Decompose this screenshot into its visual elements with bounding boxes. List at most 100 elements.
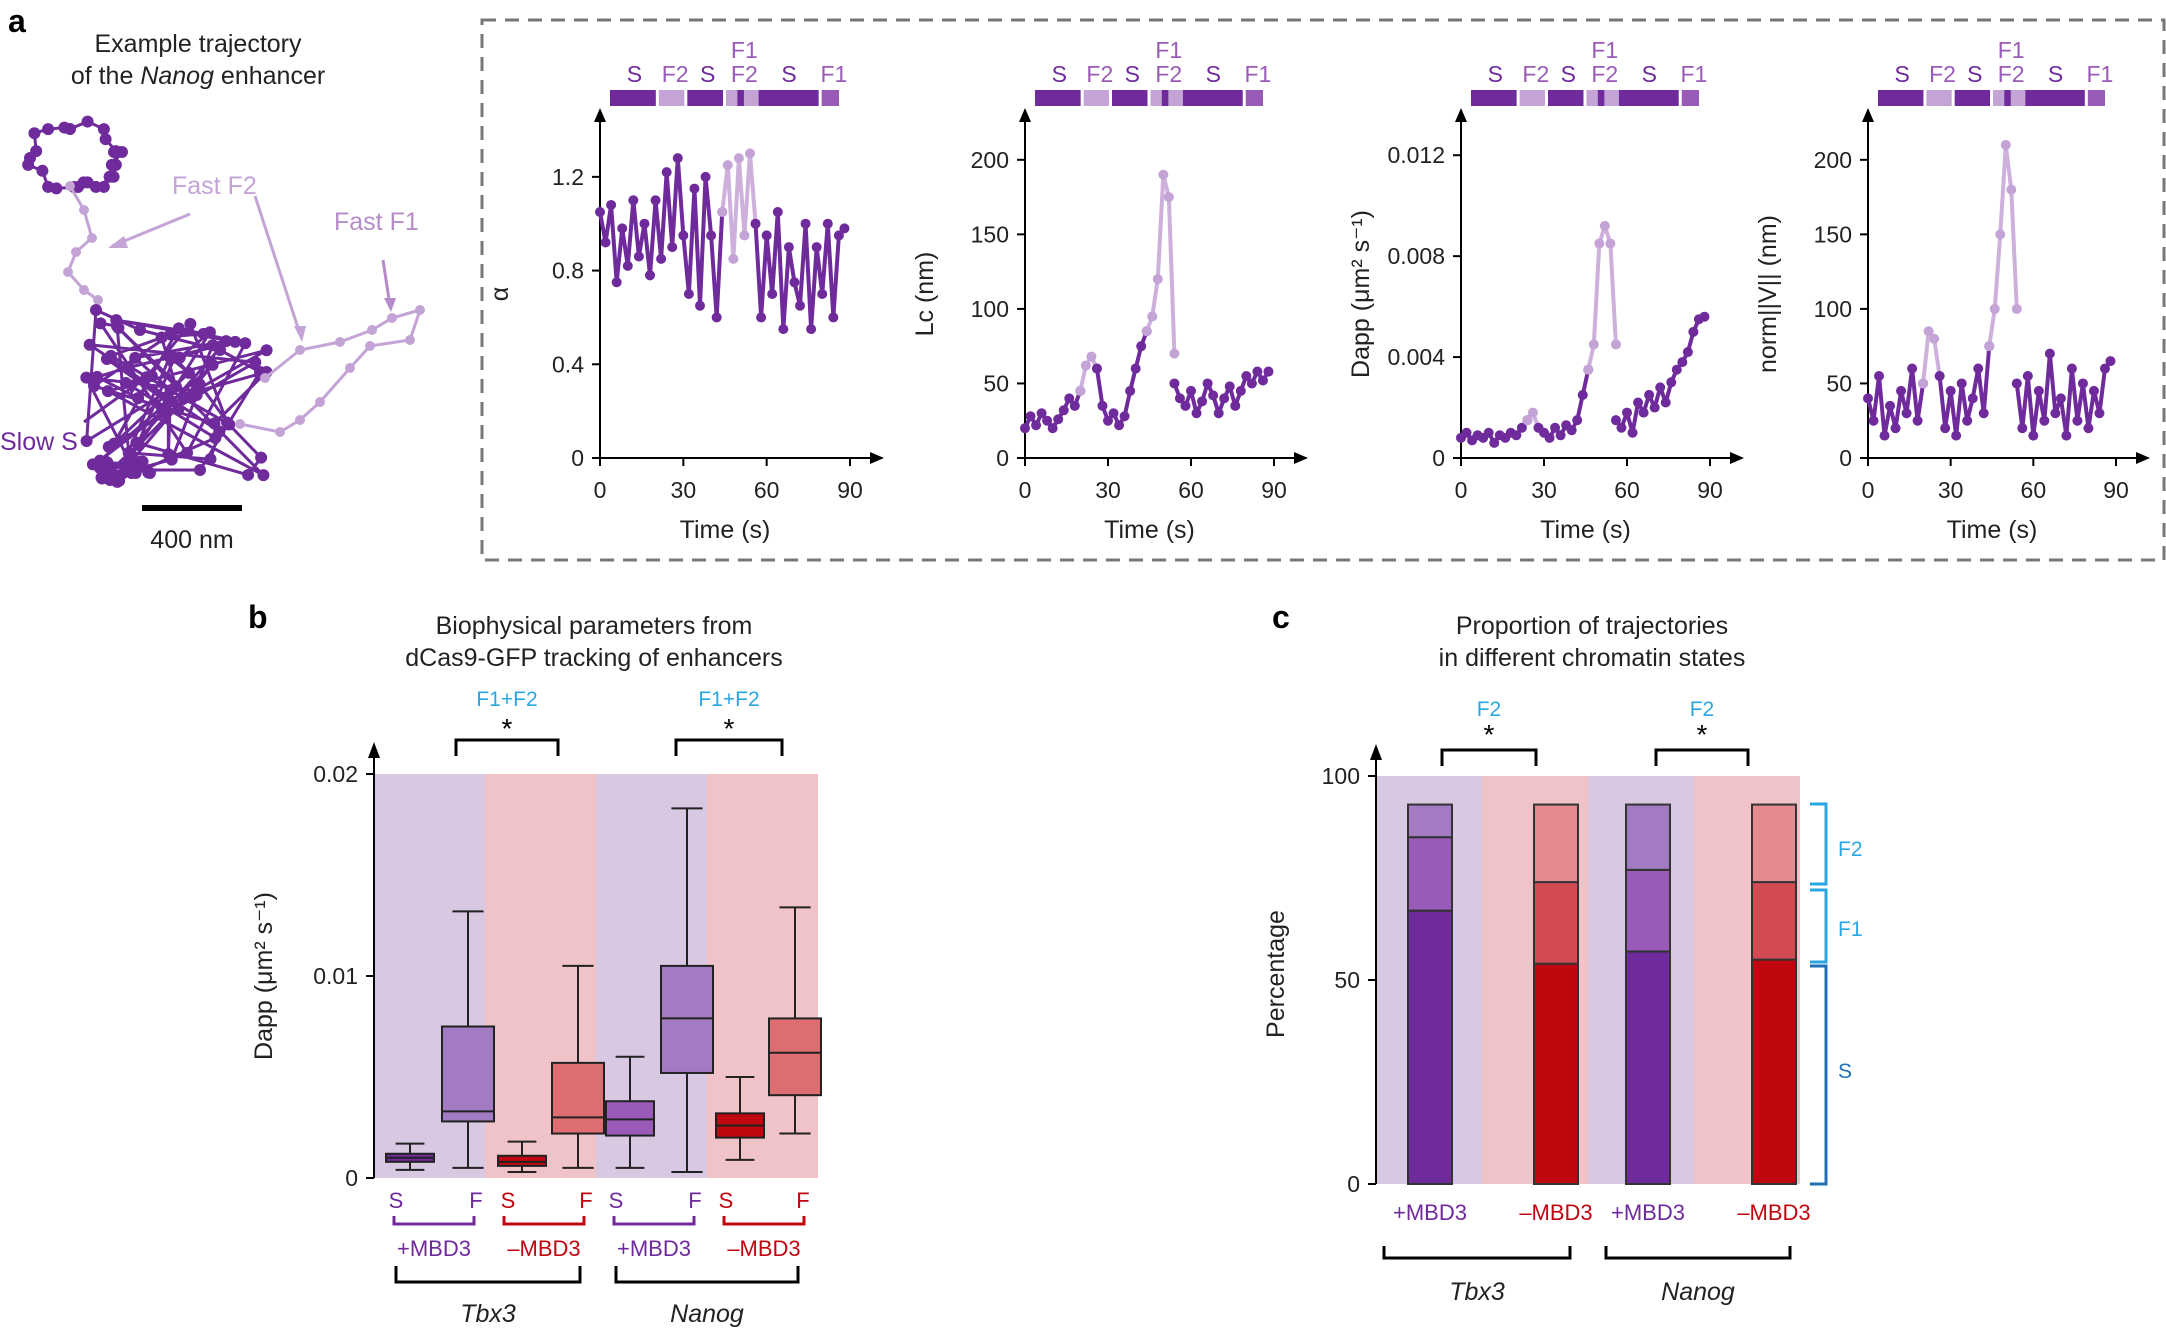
box-label: S (609, 1188, 624, 1213)
y-axis-arrow (368, 742, 380, 758)
data-point (1605, 238, 1616, 249)
series-line (1987, 142, 2019, 347)
data-point (1091, 363, 1102, 374)
state-bar-segment (658, 90, 685, 106)
trajectory-slow-cluster-point (122, 361, 135, 374)
trajectory-slow-cluster-point (140, 371, 153, 384)
state-bar-segment (1926, 90, 1952, 106)
data-point (1599, 220, 1610, 231)
group-label: –MBD3 (727, 1236, 800, 1261)
state-bar-label: S (1561, 61, 1576, 87)
data-point (722, 160, 733, 171)
arrow-fast-f2-b (253, 195, 306, 342)
x-tick-label: 0 (1862, 477, 1875, 503)
data-point (822, 218, 833, 229)
trajectory-title-gene: Nanog (140, 62, 214, 90)
data-point (1147, 311, 1158, 322)
data-point (1522, 415, 1533, 426)
significance-bracket (454, 738, 560, 756)
x-tick-label: 0 (1455, 477, 1468, 503)
data-point (2050, 408, 2061, 419)
data-point (1995, 229, 2006, 240)
data-point (739, 230, 750, 241)
data-point (1158, 169, 1169, 180)
y-tick-label: 0 (1347, 1171, 1360, 1197)
data-point (2105, 356, 2116, 367)
trajectory-slow-loop-point (116, 146, 128, 158)
stacked-bar-segment (1407, 803, 1453, 839)
trajectory-slow-cluster-point (94, 317, 107, 330)
data-point (1956, 378, 1967, 389)
data-point (1069, 400, 1080, 411)
data-point (767, 289, 778, 299)
state-bar-label: F2 (1591, 61, 1618, 87)
data-point (1616, 422, 1627, 433)
state-bar-label: S (1125, 61, 1140, 87)
group-bracket (392, 1216, 476, 1226)
data-point (611, 277, 622, 288)
trajectory-slow-cluster-point (80, 371, 93, 384)
data-point (1114, 420, 1125, 431)
category-label: +MBD3 (1393, 1200, 1467, 1225)
series-line (648, 156, 725, 320)
data-point (661, 167, 672, 178)
box-label: S (389, 1188, 404, 1213)
data-point (656, 253, 667, 264)
state-bar-segment (1519, 90, 1545, 106)
data-point (2055, 393, 2066, 404)
y-tick-label: 0.008 (1387, 243, 1445, 269)
legend-bracket (1810, 888, 1828, 964)
stacked-bar-segment (1407, 909, 1453, 1185)
trajectory-fast-f2-path-point (63, 267, 73, 277)
data-point (811, 242, 822, 253)
data-point (1671, 364, 1682, 375)
trajectory-slow-loop-point (64, 123, 76, 135)
arrow-fast-f2-a (108, 212, 191, 248)
trajectory-slow-loop-point (42, 123, 55, 136)
y-tick-label: 0.4 (552, 351, 584, 377)
state-bar-segment (1548, 90, 1584, 106)
legend-bracket (1810, 802, 1828, 886)
trajectory-slow-cluster-point (162, 393, 175, 406)
box-chart-title-line2: dCas9-GFP tracking of enhancers (405, 644, 783, 672)
data-point (678, 230, 689, 241)
stacked-bar-segment (1751, 881, 1797, 961)
data-point (1152, 274, 1163, 285)
x-tick-label: 90 (2103, 477, 2129, 503)
data-point (1550, 422, 1561, 433)
state-bar-segment (1035, 90, 1081, 106)
trajectory-slow-loop-point (28, 127, 41, 140)
x-tick-label: 30 (1531, 477, 1557, 503)
data-point (1130, 363, 1141, 374)
data-point (622, 260, 633, 271)
trajectory-slow-bottom-point (101, 456, 114, 469)
trajectory-slow-cluster-point (182, 366, 195, 379)
data-point (2033, 385, 2044, 396)
data-point (1566, 425, 1577, 436)
trajectory-slow-cluster-point (239, 337, 252, 350)
label-fast-f1: Fast F1 (334, 208, 419, 236)
data-point (1666, 377, 1677, 388)
series-line (1937, 346, 1992, 438)
data-point (1461, 427, 1472, 438)
x-axis-label: Time (s) (1540, 516, 1631, 544)
stacked-bar-segment (1533, 962, 1579, 1185)
data-point (1108, 408, 1119, 419)
arrow-slow-s (83, 382, 140, 424)
legend-label: S (1838, 1060, 1852, 1083)
x-tick-label: 60 (754, 477, 780, 503)
data-point (1907, 363, 1918, 374)
data-point (1125, 385, 1136, 396)
trajectory-fast-f1-path-point (260, 373, 270, 383)
y-tick-label: 50 (1334, 967, 1360, 993)
data-point (1020, 423, 1030, 434)
data-point (789, 277, 800, 288)
state-bar-segment (1618, 90, 1679, 106)
data-point (2077, 378, 2088, 389)
data-point (1973, 363, 1984, 374)
trajectory-slow-loop-point (30, 145, 43, 158)
label-fast-f2: Fast F2 (172, 172, 257, 200)
series-line (598, 198, 652, 285)
data-point (1923, 326, 1934, 337)
